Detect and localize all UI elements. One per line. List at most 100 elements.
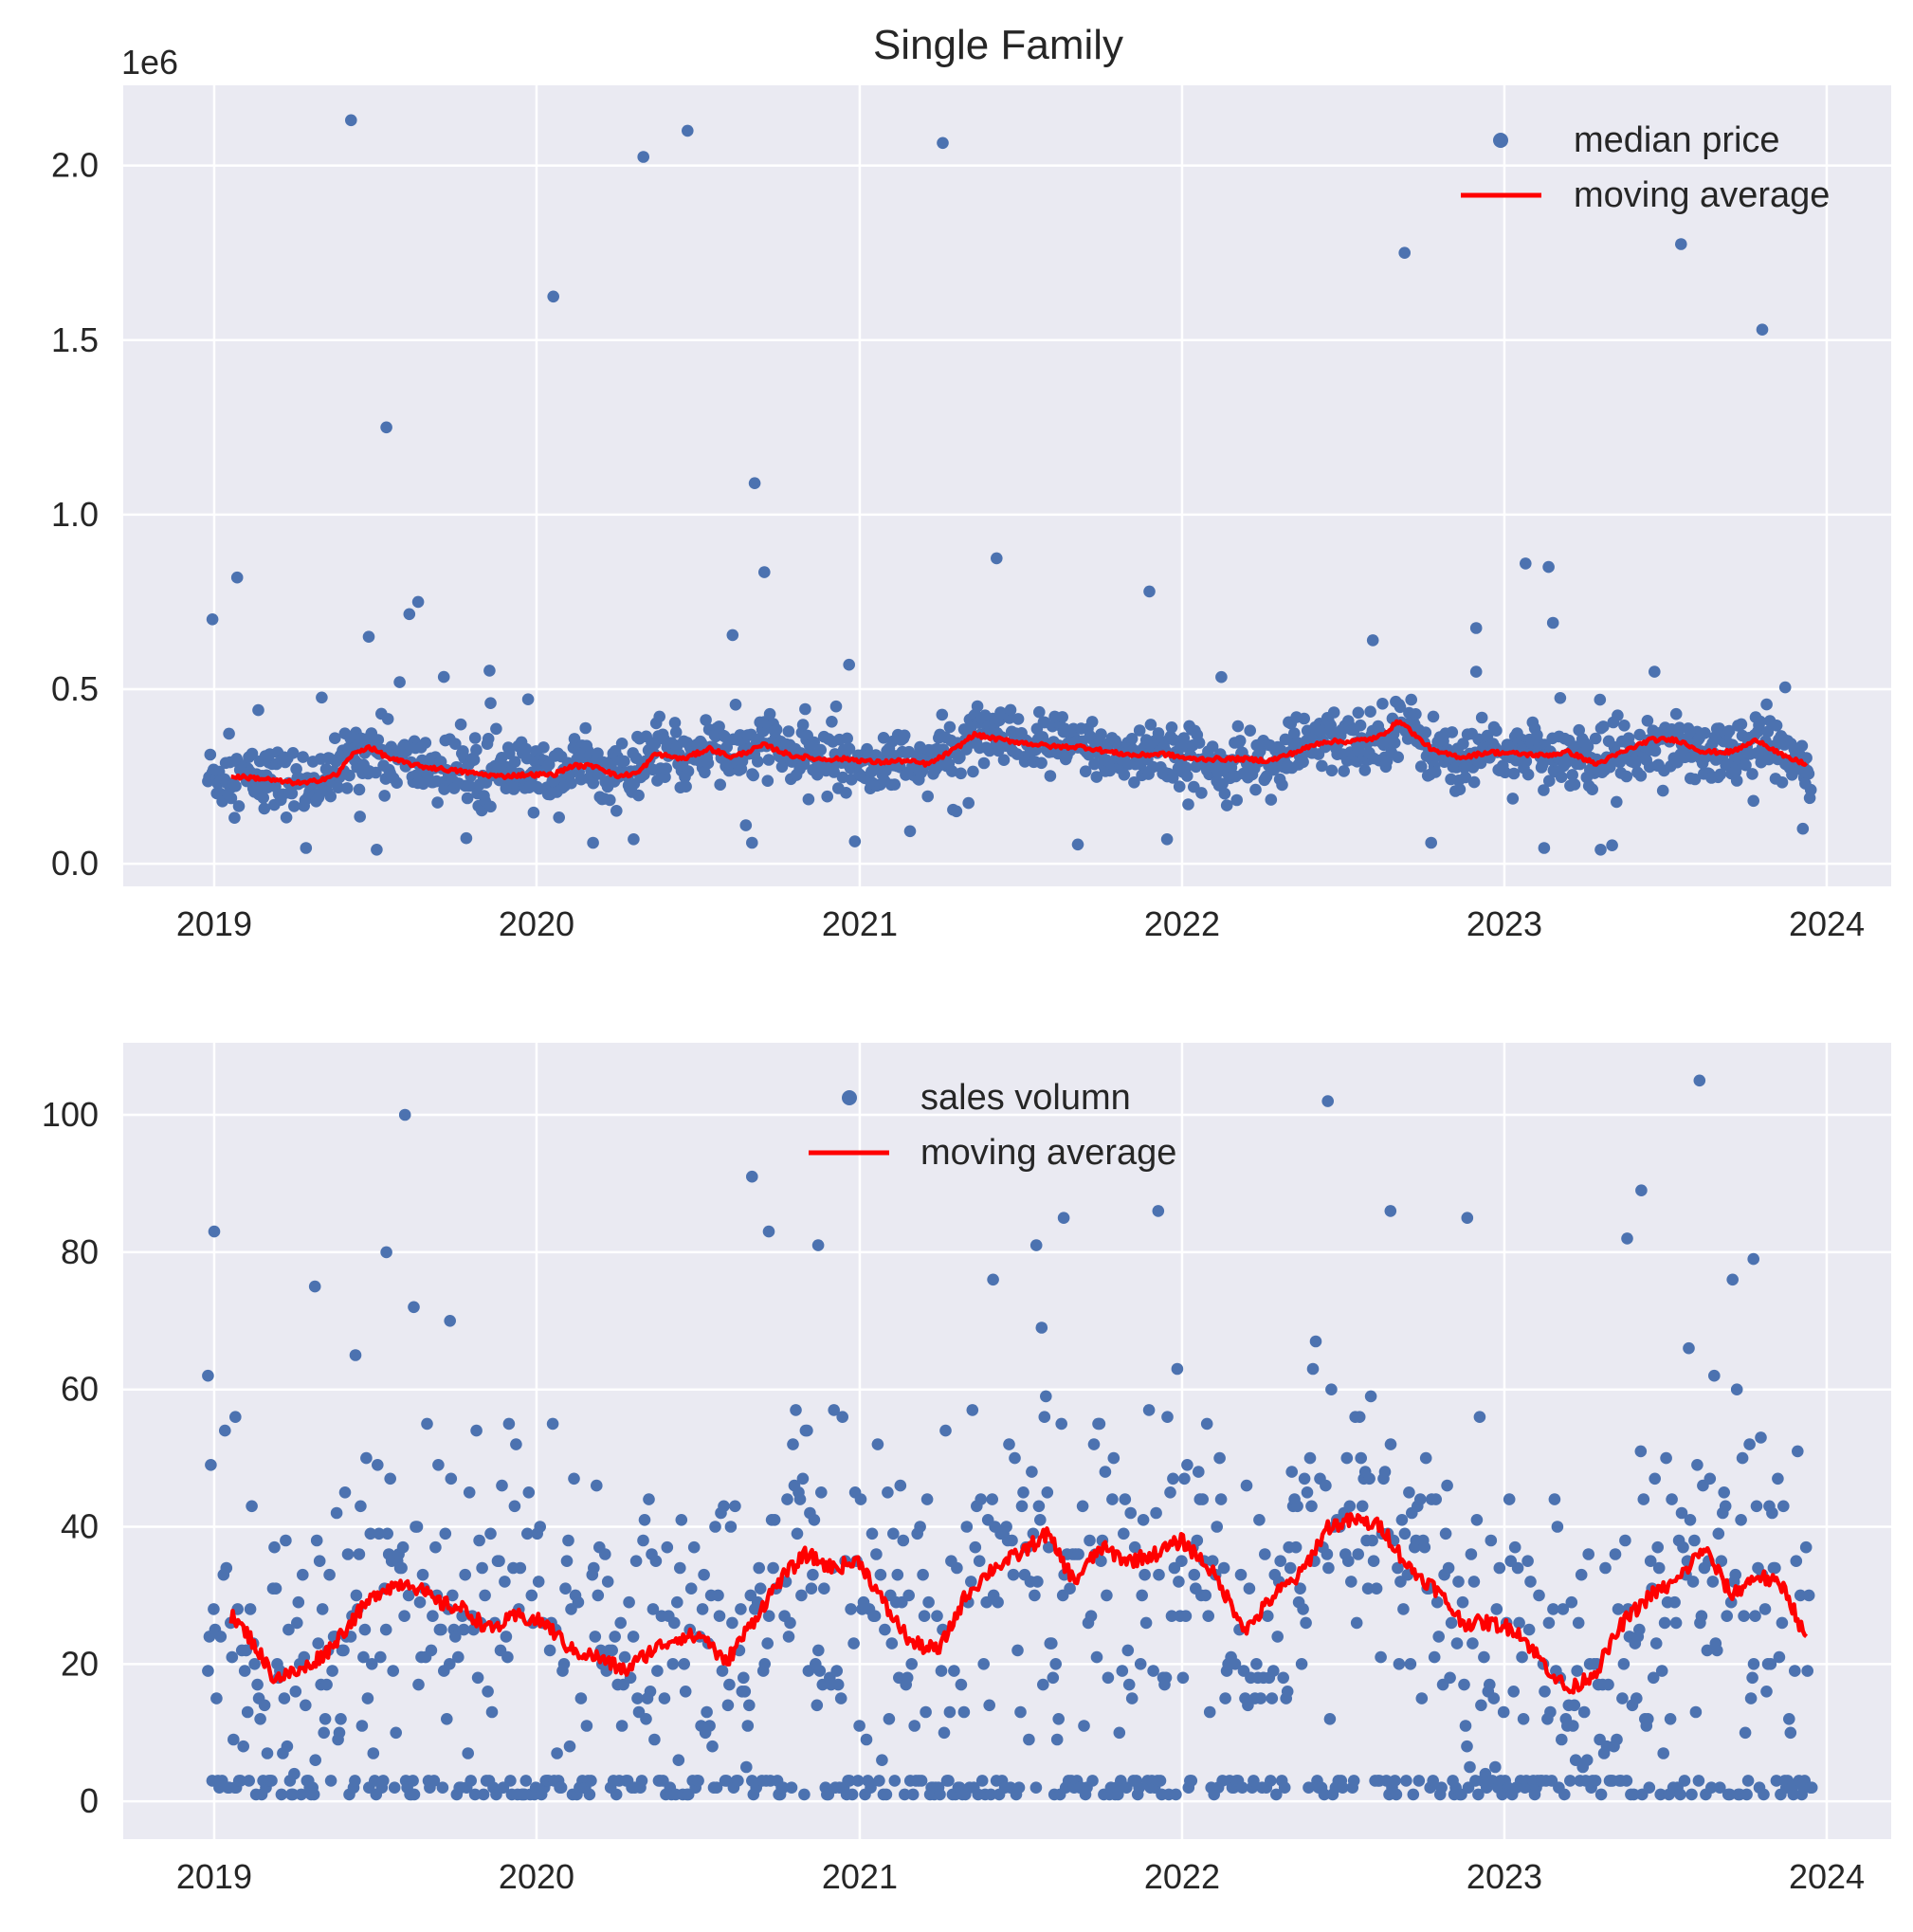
data-point [847,1637,860,1649]
data-point [1764,1658,1777,1670]
data-point [601,1576,614,1588]
data-point [1538,842,1551,854]
data-point [220,1561,233,1575]
data-point [1708,1369,1721,1382]
data-point [1398,246,1411,260]
y-tick-label: 0.0 [51,844,99,883]
data-point [381,713,394,725]
data-point [547,290,559,303]
data-point [1181,1459,1193,1471]
data-point [1270,1788,1283,1801]
data-point [1320,1479,1332,1492]
data-point [1711,1644,1723,1657]
data-point [1193,737,1206,749]
data-point [795,1589,808,1602]
data-point [1281,1686,1294,1698]
data-point [1783,1713,1795,1725]
data-point [960,1521,974,1533]
data-point [698,1568,710,1581]
data-point [713,720,725,733]
data-point [1516,1650,1528,1664]
data-point [349,1775,361,1787]
price-legend: median price moving average [1461,120,1830,215]
data-point [261,1747,274,1759]
data-point [464,779,476,793]
data-point [1033,705,1046,719]
data-point [1743,1438,1756,1450]
data-point [680,780,692,793]
data-point [1128,1540,1141,1554]
data-point [1041,1486,1054,1499]
data-point [297,751,309,763]
data-point [1087,1438,1101,1450]
data-point [1006,1534,1018,1547]
data-point [883,1713,896,1725]
data-point [228,811,241,824]
data-point [1572,1616,1585,1630]
data-point [943,720,956,734]
data-point [468,1788,482,1801]
data-point [355,1720,369,1732]
data-point [1405,693,1417,706]
data-point [1250,1658,1263,1670]
data-point [460,831,473,845]
data-point [592,747,604,759]
data-point [1458,1678,1470,1691]
data-point [1805,1781,1818,1794]
data-point [668,717,682,729]
data-point [1102,1671,1115,1685]
data-point [696,1603,709,1615]
data-point [1229,1658,1242,1670]
data-point [1191,1534,1204,1547]
data-point [1285,1466,1298,1478]
data-point [1037,1678,1049,1691]
data-point [1547,1603,1559,1615]
data-point [802,793,815,806]
data-point [1634,770,1648,782]
data-point [1542,1616,1556,1630]
data-point [1376,698,1389,710]
data-point [821,790,833,803]
data-point [1497,1705,1510,1719]
data-point [840,787,852,799]
data-point [592,1589,605,1602]
data-point [860,1733,873,1746]
data-point [1674,1788,1686,1801]
data-point [410,1521,424,1533]
data-point [1594,693,1607,706]
data-point [1414,760,1428,773]
data-point [1461,1740,1473,1753]
data-point [202,1369,214,1382]
data-point [879,1623,891,1636]
data-point [439,1527,452,1540]
data-point [1040,1390,1052,1403]
data-point [482,1686,494,1698]
data-point [1456,1595,1469,1609]
data-point [1134,1658,1147,1670]
data-point [1220,799,1233,811]
data-point [257,792,270,804]
data-point [1003,1438,1015,1450]
data-point [1159,1671,1173,1685]
data-point [370,766,382,779]
data-point [1678,1775,1691,1787]
data-point [1792,1445,1804,1458]
data-point [918,1610,931,1622]
data-point [288,800,301,812]
data-point [1513,1616,1525,1630]
data-point [1654,1788,1667,1801]
data-point [1055,1417,1067,1431]
data-point [560,1555,574,1567]
data-point [1796,822,1810,835]
data-point [1153,1568,1165,1581]
data-point [714,778,726,791]
data-point [623,1595,635,1609]
data-point [635,1775,648,1787]
data-point [1297,756,1309,769]
data-point [887,1527,900,1540]
data-point [333,1726,346,1740]
data-point [1644,1555,1657,1567]
data-point [1171,1362,1184,1376]
data-point [1575,1568,1588,1581]
data-point [1633,1623,1646,1636]
